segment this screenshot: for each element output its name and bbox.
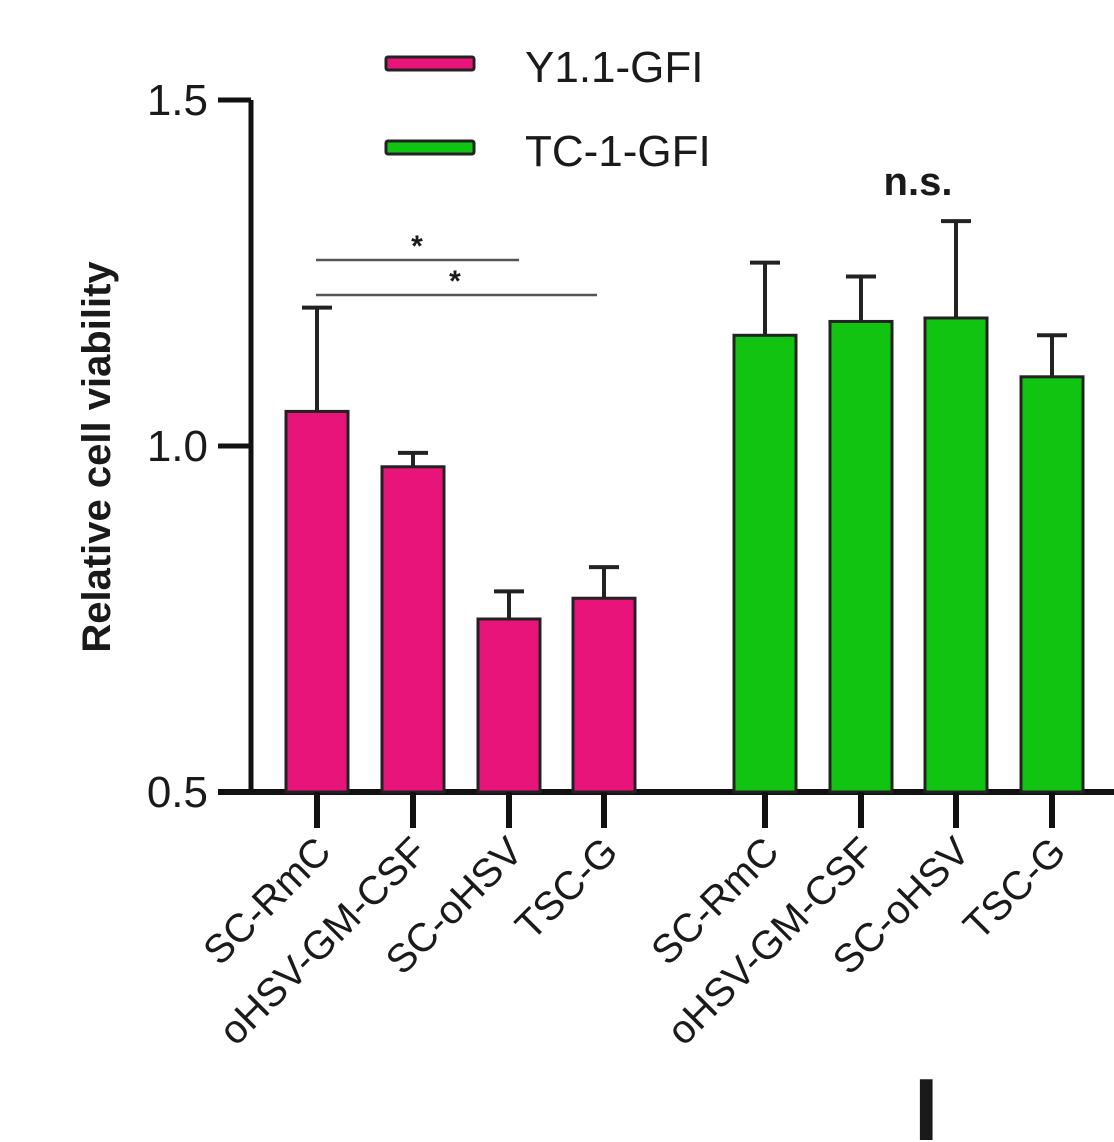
bar-tc1-sc-rmc bbox=[732, 333, 798, 794]
x-ticks bbox=[314, 792, 1055, 828]
legend-label-tc1: TC-1-GFI bbox=[525, 127, 711, 176]
bar-y1-sc-ohsv bbox=[476, 617, 542, 794]
bar-y1-sc-rmc bbox=[284, 409, 350, 794]
bar-tc1-sc-ohsv bbox=[923, 316, 989, 794]
bar-tc1-ohsv-gm-csf bbox=[828, 319, 894, 794]
y-tick-label: 1.0 bbox=[147, 422, 208, 471]
y-tick-label: 1.5 bbox=[147, 76, 208, 125]
legend-swatch-tc1 bbox=[384, 139, 476, 156]
bar-y1-tsc-g bbox=[571, 596, 637, 794]
y-ticks: 0.5 1.0 1.5 bbox=[147, 76, 251, 817]
sig-star-2: * bbox=[449, 265, 461, 298]
panel-letter: I bbox=[914, 1060, 938, 1142]
y-tick-label: 0.5 bbox=[147, 768, 208, 817]
ns-label: n.s. bbox=[884, 160, 953, 204]
y-axis-label: Relative cell viability bbox=[75, 261, 119, 653]
bar-tc1-tsc-g bbox=[1019, 375, 1085, 794]
legend: Y1.1-GFI TC-1-GFI bbox=[384, 43, 711, 176]
significance-annotations: * * n.s. bbox=[316, 160, 952, 298]
legend-label-y1: Y1.1-GFI bbox=[525, 43, 704, 92]
sig-star-1: * bbox=[411, 230, 423, 263]
x-tick-label: TSC-G bbox=[507, 829, 626, 948]
x-tick-label: TSC-G bbox=[955, 829, 1074, 948]
bars bbox=[284, 219, 1085, 794]
bar-y1-ohsv-gm-csf bbox=[380, 465, 446, 794]
legend-swatch-y1 bbox=[384, 55, 476, 72]
